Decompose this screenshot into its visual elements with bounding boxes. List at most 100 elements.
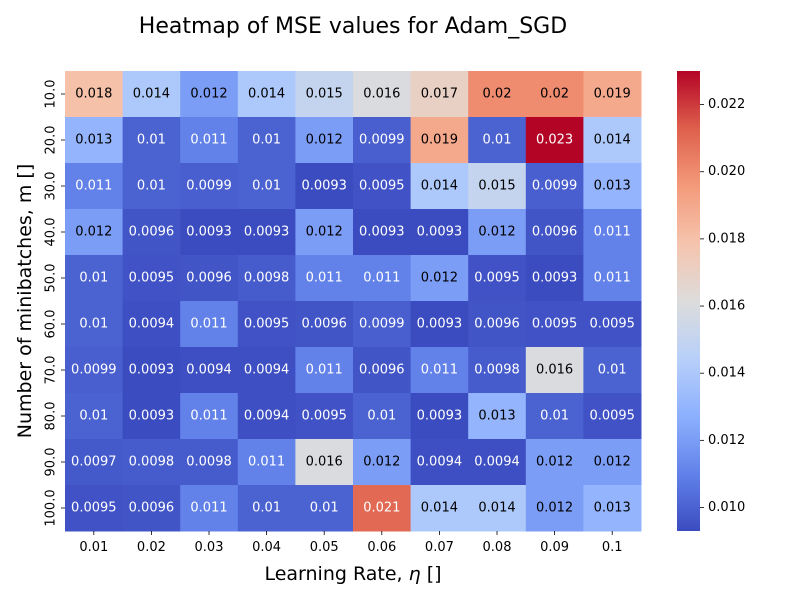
heatmap-cell	[122, 439, 181, 486]
cell-value-label: 0.013	[594, 179, 631, 194]
cell-value-label: 0.012	[306, 225, 343, 240]
heatmap-cell	[180, 117, 239, 164]
heatmap-cell	[65, 209, 124, 256]
x-tick-label: 0.02	[137, 540, 166, 555]
y-tick-label: 20.0	[44, 126, 59, 155]
cell-value-label: 0.01	[310, 501, 339, 516]
x-tick-label: 0.09	[540, 540, 569, 555]
cell-value-label: 0.0095	[71, 501, 117, 516]
x-tick-label: 0.07	[425, 540, 454, 555]
cell-value-label: 0.01	[79, 271, 108, 286]
y-tick-label: 50.0	[44, 264, 59, 293]
cell-value-label: 0.0094	[417, 455, 463, 470]
heatmap-cell	[525, 393, 584, 440]
cell-value-label: 0.0093	[129, 363, 175, 378]
heatmap-cell	[237, 117, 296, 164]
cell-value-label: 0.011	[594, 271, 631, 286]
cell-value-label: 0.014	[478, 501, 515, 516]
cell-value-label: 0.012	[536, 455, 573, 470]
heatmap-cell	[525, 71, 584, 118]
heatmap-cell-labels: 0.018 0.014 0.012 0.014 0.015 0.016 0.017 0.02 0…	[71, 87, 635, 516]
cell-value-label: 0.0095	[532, 317, 578, 332]
cell-value-label: 0.014	[594, 133, 631, 148]
heatmap-cell	[65, 255, 124, 302]
colorbar-ticks: 0.010 0.012 0.014 0.016 0.018 0.020 0.022	[700, 97, 745, 515]
heatmap-cell	[122, 209, 181, 256]
cell-value-label: 0.019	[421, 133, 458, 148]
cell-value-label: 0.0095	[589, 317, 635, 332]
heatmap-cell	[410, 255, 469, 302]
cell-value-label: 0.0093	[417, 409, 463, 424]
heatmap-cell	[65, 71, 124, 118]
heatmap-cell	[65, 439, 124, 486]
cell-value-label: 0.013	[75, 133, 112, 148]
heatmap-cell	[295, 393, 354, 440]
heatmap-cell	[468, 301, 527, 348]
heatmap-cell	[468, 439, 527, 486]
cell-value-label: 0.0093	[417, 225, 463, 240]
heatmap-cell	[353, 439, 412, 486]
cell-value-label: 0.011	[363, 271, 400, 286]
cell-value-label: 0.0093	[244, 225, 290, 240]
heatmap-cell	[180, 301, 239, 348]
colorbar-tick-label: 0.012	[708, 433, 745, 448]
cell-value-label: 0.0094	[474, 455, 520, 470]
heatmap-cell	[353, 117, 412, 164]
heatmap-cell	[237, 393, 296, 440]
cell-value-label: 0.0094	[129, 317, 175, 332]
cell-value-label: 0.02	[540, 87, 569, 102]
colorbar-tick-label: 0.020	[708, 164, 745, 179]
cell-value-label: 0.011	[421, 363, 458, 378]
cell-value-label: 0.0093	[301, 179, 347, 194]
cell-value-label: 0.0093	[129, 409, 175, 424]
cell-value-label: 0.01	[79, 409, 108, 424]
heatmap-cell	[583, 485, 642, 532]
cell-value-label: 0.0098	[186, 455, 232, 470]
cell-value-label: 0.0096	[186, 271, 232, 286]
heatmap-cell	[353, 393, 412, 440]
heatmap-cell	[180, 485, 239, 532]
cell-value-label: 0.019	[594, 87, 631, 102]
cell-value-label: 0.016	[306, 455, 343, 470]
heatmap-cell	[180, 393, 239, 440]
y-tick-label: 30.0	[44, 172, 59, 201]
heatmap-cell	[525, 209, 584, 256]
cell-value-label: 0.0094	[186, 363, 232, 378]
cell-value-label: 0.012	[363, 455, 400, 470]
heatmap-cell	[468, 209, 527, 256]
heatmap-cell	[122, 163, 181, 210]
heatmap-cell	[295, 347, 354, 394]
cell-value-label: 0.0096	[129, 225, 175, 240]
heatmap-cell	[65, 393, 124, 440]
heatmap-cell	[353, 347, 412, 394]
cell-value-label: 0.012	[421, 271, 458, 286]
cell-value-label: 0.012	[75, 225, 112, 240]
heatmap-cell	[65, 163, 124, 210]
heatmap-cell	[468, 255, 527, 302]
heatmap-cell	[122, 301, 181, 348]
heatmap-cell	[65, 347, 124, 394]
cell-value-label: 0.0095	[474, 271, 520, 286]
cell-value-label: 0.0098	[129, 455, 175, 470]
heatmap-cell	[180, 347, 239, 394]
cell-value-label: 0.011	[190, 133, 227, 148]
heatmap-cell	[353, 485, 412, 532]
cell-value-label: 0.014	[421, 501, 458, 516]
heatmap-cell	[525, 439, 584, 486]
cell-value-label: 0.012	[594, 455, 631, 470]
heatmap-cell	[180, 163, 239, 210]
heatmap-cell	[525, 163, 584, 210]
y-tick-label: 100.0	[44, 489, 59, 526]
heatmap-cell	[410, 117, 469, 164]
heatmap-cell	[353, 163, 412, 210]
heatmap-cell	[353, 209, 412, 256]
heatmap-cell	[468, 163, 527, 210]
cell-value-label: 0.0096	[129, 501, 175, 516]
x-tick-label: 0.03	[195, 540, 224, 555]
y-axis-label: Number of minibatches, m []	[14, 164, 36, 439]
heatmap-cell	[410, 393, 469, 440]
colorbar-tick-label: 0.022	[708, 97, 745, 112]
cell-value-label: 0.01	[79, 317, 108, 332]
cell-value-label: 0.015	[306, 87, 343, 102]
cell-value-label: 0.0099	[359, 133, 405, 148]
